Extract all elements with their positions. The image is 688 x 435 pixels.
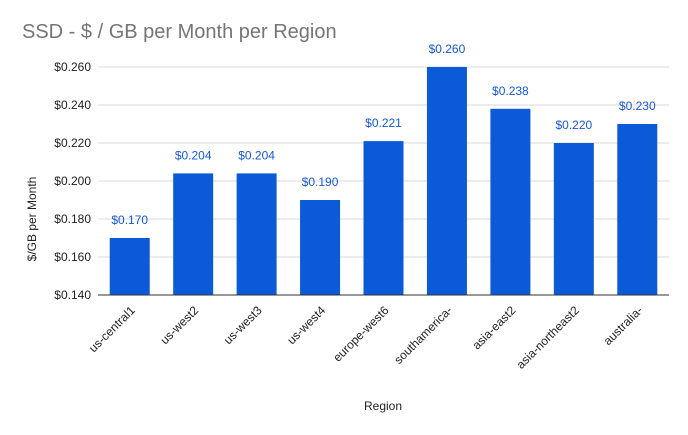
y-tick-label: $0.220 <box>54 136 91 150</box>
x-tick-label: europe-west6 <box>330 303 392 365</box>
data-label: $0.190 <box>302 175 339 189</box>
data-label: $0.220 <box>555 118 592 132</box>
data-label: $0.230 <box>619 99 656 113</box>
data-label: $0.238 <box>492 84 529 98</box>
x-tick-label: us-west4 <box>284 303 328 347</box>
y-tick-label: $0.140 <box>54 288 91 302</box>
bar <box>236 173 277 295</box>
bars <box>98 67 669 296</box>
bar <box>553 143 594 295</box>
chart-title: SSD - $ / GB per Month per Region <box>22 21 337 43</box>
x-tick-label: us-west2 <box>157 303 201 347</box>
x-tick-label: us-central1 <box>86 303 138 355</box>
data-label: $0.204 <box>238 148 275 162</box>
x-tick-label: southamerica- <box>391 303 455 367</box>
bar <box>109 238 150 295</box>
bar <box>617 124 658 295</box>
y-tick-label: $0.160 <box>54 250 91 264</box>
bar <box>300 200 341 295</box>
bar <box>173 173 214 295</box>
y-tick-label: $0.200 <box>54 174 91 188</box>
data-label: $0.204 <box>175 148 212 162</box>
bar <box>426 67 467 295</box>
x-tick-label: us-west3 <box>221 303 265 347</box>
x-axis-ticks: us-central1 us-west2 us-west3 us-west4 europ… <box>86 303 645 372</box>
y-tick-label: $0.180 <box>54 212 91 226</box>
data-label: $0.221 <box>365 116 402 130</box>
data-label: $0.260 <box>429 42 466 56</box>
x-tick-label: asia-east2 <box>469 303 518 352</box>
y-axis-ticks: $0.140 $0.160 $0.180 $0.200 $0.220 $0.240 $0.2… <box>54 60 91 302</box>
x-tick-label: australia- <box>601 303 646 348</box>
x-tick-label: asia-northeast2 <box>514 303 583 372</box>
y-tick-label: $0.260 <box>54 60 91 74</box>
data-labels: $0.170 $0.204 $0.204 $0.190 $0.221 $0.260 $0.2… <box>111 42 656 227</box>
x-axis-title: Region <box>364 399 402 413</box>
y-axis-title: $/GB per Month <box>25 177 39 262</box>
bar <box>363 141 404 295</box>
data-label: $0.170 <box>111 213 148 227</box>
bar <box>490 108 531 295</box>
y-tick-label: $0.240 <box>54 98 91 112</box>
